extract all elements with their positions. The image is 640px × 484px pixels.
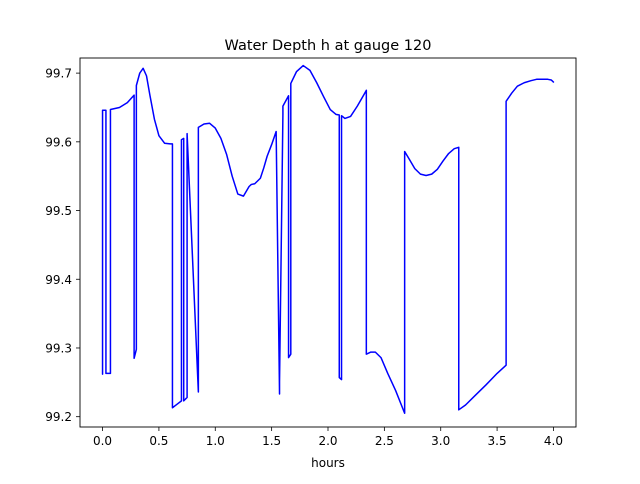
y-tick-label: 99.7 — [45, 67, 72, 81]
x-tick-label: 3.5 — [488, 434, 507, 448]
y-tick-label: 99.5 — [45, 204, 72, 218]
y-tick-label: 99.6 — [45, 135, 72, 149]
x-tick-label: 2.0 — [318, 434, 337, 448]
x-tick-label: 2.5 — [375, 434, 394, 448]
chart-title: Water Depth h at gauge 120 — [225, 38, 432, 54]
x-tick-label: 1.0 — [206, 434, 225, 448]
y-tick-label: 99.2 — [45, 410, 72, 424]
y-tick-label: 99.3 — [45, 341, 72, 355]
y-axis-ticks: 99.2 99.3 99.4 99.5 99.6 99.7 — [45, 67, 80, 424]
y-tick-label: 99.4 — [45, 273, 72, 287]
x-tick-label: 0.5 — [149, 434, 168, 448]
x-tick-label: 3.0 — [431, 434, 450, 448]
x-tick-label: 0.0 — [93, 434, 112, 448]
series-line-1 — [101, 64, 555, 415]
plot-frame — [79, 57, 577, 428]
x-axis-label: hours — [311, 456, 345, 470]
plot-lines — [101, 64, 555, 415]
x-axis-ticks: 0.0 0.5 1.0 1.5 2.0 2.5 3.0 3.5 4.0 — [93, 427, 563, 448]
x-tick-label: 1.5 — [262, 434, 281, 448]
x-tick-label: 4.0 — [544, 434, 563, 448]
